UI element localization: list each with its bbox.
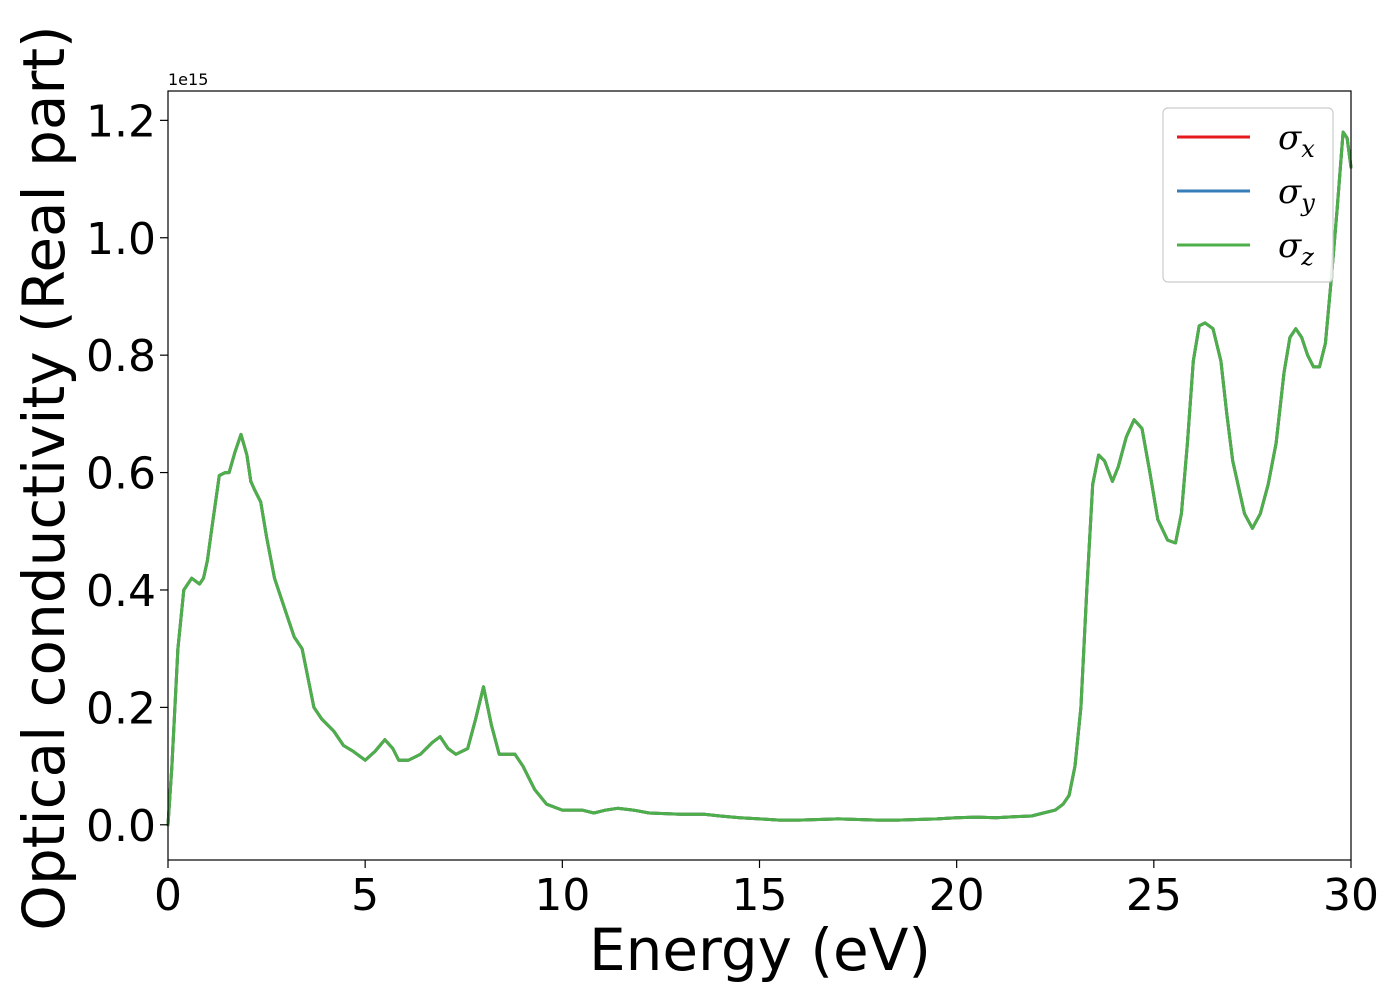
y-tick-label: 0.8 [86, 331, 156, 382]
x-axis-ticks: 0 5 10 15 20 25 30 [154, 860, 1379, 921]
x-tick-label: 20 [929, 870, 985, 921]
y-tick-label: 0.0 [86, 801, 156, 852]
x-tick-label: 30 [1323, 870, 1379, 921]
y-tick-label: 1.0 [86, 214, 156, 265]
legend-label-sigma-x: σx [1278, 118, 1315, 163]
series-layer [166, 130, 1353, 827]
x-tick-label: 15 [732, 870, 788, 921]
y-tick-label: 1.2 [86, 96, 156, 147]
y-tick-label: 0.6 [86, 449, 156, 500]
legend-frame [1162, 107, 1334, 283]
y-tick-label: 0.4 [86, 566, 156, 617]
x-axis-label: Energy (eV) [589, 916, 931, 984]
y-offset-text: 1e15 [168, 70, 208, 89]
series-line-sigma-z [166, 130, 1353, 827]
y-axis-ticks: 0.0 0.2 0.4 0.6 0.8 1.0 1.2 [86, 96, 168, 852]
x-tick-label: 25 [1126, 870, 1182, 921]
legend: σx σy σz [1162, 107, 1334, 283]
x-tick-label: 10 [534, 870, 590, 921]
x-tick-label: 5 [351, 870, 379, 921]
legend-label-sigma-y: σy [1278, 172, 1315, 217]
legend-label-sigma-z: σz [1278, 226, 1314, 271]
y-axis-label: Optical conductivity (Real part) [10, 25, 78, 930]
x-tick-label: 0 [154, 870, 182, 921]
y-tick-label: 0.2 [86, 683, 156, 734]
